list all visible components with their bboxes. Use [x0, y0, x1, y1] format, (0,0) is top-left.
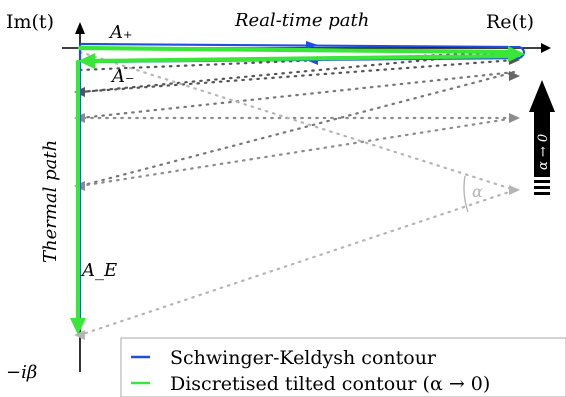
real-axis-arrow-icon [541, 43, 551, 53]
legend-box [120, 337, 566, 397]
blue-arrow-icon [306, 41, 318, 50]
im-axis-label: Im(t) [6, 11, 54, 33]
tilted-contours [78, 50, 519, 337]
tilted-contour-4 [78, 50, 519, 337]
real-time-path-label: Real-time path [234, 10, 369, 31]
alpha-label: α [472, 182, 483, 201]
legend: Schwinger-Keldysh contour Discretised ti… [120, 337, 566, 397]
tilted-contour-2 [78, 70, 516, 188]
gray-arrowheads [74, 47, 520, 340]
green-arrow-icon [508, 46, 525, 62]
arrow-icon [74, 330, 85, 340]
a-e-label: A_E [80, 260, 117, 281]
discretised-tilted-contour [75, 45, 515, 325]
a-minus-label: A₋ [110, 66, 135, 87]
green-arrow-icon [70, 318, 86, 335]
a-plus-label: A₊ [108, 22, 133, 43]
legend-item-tilted: Discretised tilted contour (α → 0) [170, 373, 490, 395]
thermal-path-label: Thermal path [40, 140, 61, 263]
arrow-icon [509, 113, 520, 123]
beta-label: −iβ [6, 362, 37, 383]
alpha-arc [463, 175, 469, 213]
re-axis-label: Re(t) [486, 11, 534, 33]
alpha-limit-arrow: α → 0 [529, 80, 555, 195]
imaginary-axis-arrow-icon [75, 22, 85, 34]
alpha-limit-label: α → 0 [536, 134, 551, 170]
arrow-icon [509, 71, 520, 81]
arrow-icon [509, 185, 520, 195]
legend-item-sk: Schwinger-Keldysh contour [170, 347, 437, 369]
green-arrow-icon [78, 53, 95, 69]
